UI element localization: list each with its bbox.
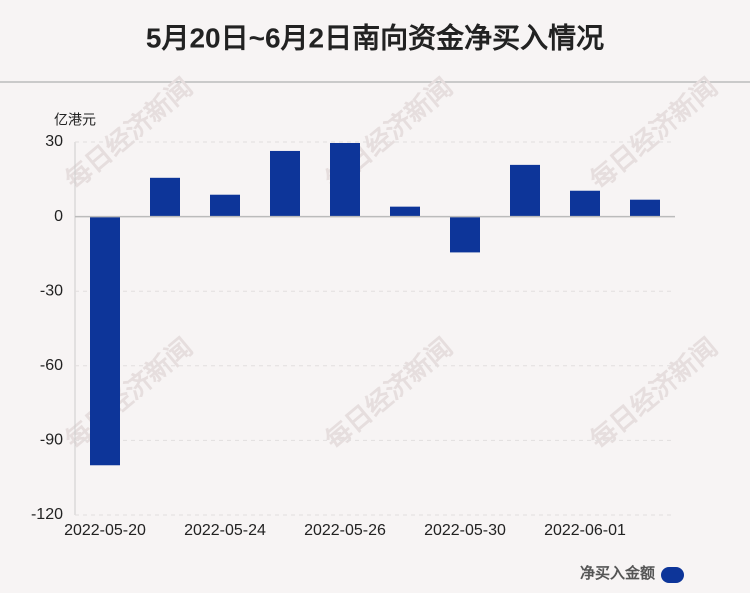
x-tick-label: 2022-06-01 — [544, 522, 626, 539]
x-tick-label: 2022-05-30 — [424, 522, 506, 539]
bar — [270, 150, 300, 217]
bar — [630, 199, 660, 217]
y-tick-label: -60 — [40, 357, 63, 374]
legend-label: 净买入金额 — [580, 564, 655, 582]
bar — [450, 216, 480, 253]
y-tick-label: -30 — [40, 282, 63, 299]
chart-title: 5月20日~6月2日南向资金净买入情况 — [146, 21, 604, 53]
bar — [390, 206, 420, 217]
bar — [510, 164, 540, 217]
x-tick-label: 2022-05-20 — [64, 522, 146, 539]
bar — [210, 194, 240, 217]
y-tick-label: 30 — [45, 133, 63, 150]
y-tick-label: -90 — [40, 432, 63, 449]
x-tick-label: 2022-05-26 — [304, 522, 386, 539]
bar — [150, 177, 180, 217]
y-tick-label: -120 — [31, 506, 63, 523]
bar — [330, 142, 360, 217]
y-tick-label: 0 — [54, 208, 63, 225]
legend-swatch — [661, 567, 684, 583]
x-tick-label: 2022-05-24 — [184, 522, 266, 539]
bar — [90, 216, 120, 466]
bar — [570, 190, 600, 217]
y-axis-label: 亿港元 — [54, 112, 96, 128]
